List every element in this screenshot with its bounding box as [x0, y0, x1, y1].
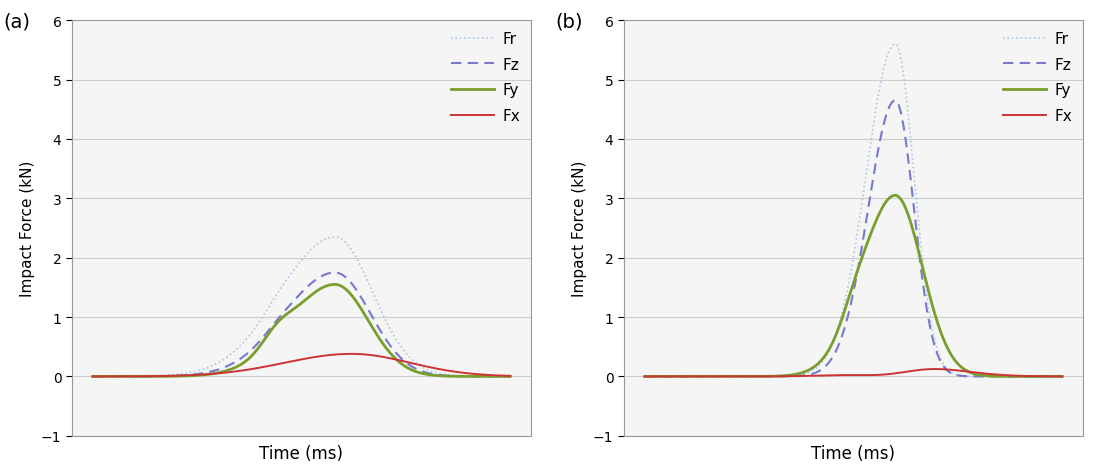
Fy	[264, 328, 278, 334]
Fx	[344, 351, 358, 357]
Fz	[496, 374, 509, 379]
Fy	[686, 374, 699, 379]
Fz	[686, 374, 699, 379]
Fz	[504, 374, 517, 379]
Fz	[889, 99, 902, 104]
Fz	[159, 374, 172, 379]
Fx	[1003, 373, 1016, 378]
Fr	[686, 374, 699, 379]
Line: Fy: Fy	[93, 285, 510, 377]
Fr	[504, 374, 517, 379]
Fz	[134, 374, 147, 379]
Y-axis label: Impact Force (kN): Impact Force (kN)	[573, 160, 587, 297]
Legend: Fr, Fz, Fy, Fx: Fr, Fz, Fy, Fx	[996, 26, 1078, 130]
Fz	[264, 325, 278, 331]
Fy	[328, 282, 341, 288]
Fy	[638, 374, 652, 379]
Line: Fx: Fx	[645, 369, 1062, 377]
Fy	[134, 374, 147, 379]
Fr	[638, 374, 652, 379]
Fy	[87, 374, 100, 379]
Fy	[889, 193, 902, 199]
Fx	[929, 367, 942, 372]
Fy	[246, 352, 259, 357]
Fr	[496, 374, 509, 379]
Fy	[451, 374, 464, 379]
Fr	[264, 301, 278, 307]
Fy	[159, 374, 172, 379]
Fx	[504, 373, 517, 379]
Y-axis label: Impact Force (kN): Impact Force (kN)	[21, 160, 35, 297]
Fy	[1055, 374, 1068, 379]
Fz	[87, 374, 100, 379]
Line: Fz: Fz	[645, 101, 1062, 377]
Fy	[799, 369, 812, 375]
Fx	[246, 366, 259, 372]
Fr	[246, 328, 259, 334]
Text: (b): (b)	[555, 13, 583, 32]
Fx	[816, 373, 829, 378]
Fy	[816, 356, 829, 362]
Fy	[1003, 374, 1016, 379]
Fr	[328, 235, 341, 240]
Fy	[711, 374, 724, 379]
Fr	[1048, 374, 1061, 379]
Fx	[638, 374, 652, 379]
Fz	[711, 374, 724, 379]
Fz	[638, 374, 652, 379]
Fx	[711, 374, 724, 379]
Fr	[159, 373, 172, 378]
Fr	[711, 374, 724, 379]
Line: Fr: Fr	[93, 238, 510, 377]
Fy	[504, 374, 517, 379]
Fr	[87, 374, 100, 379]
Fx	[87, 374, 100, 379]
Fy	[1048, 374, 1061, 379]
Legend: Fr, Fz, Fy, Fx: Fr, Fz, Fy, Fx	[444, 26, 527, 130]
Fr	[889, 42, 902, 48]
Fz	[328, 270, 341, 276]
Fx	[134, 374, 147, 379]
Fr	[451, 373, 464, 379]
X-axis label: Time (ms): Time (ms)	[812, 444, 895, 462]
Fr	[134, 374, 147, 379]
Line: Fz: Fz	[93, 273, 510, 377]
Fx	[264, 363, 278, 368]
Line: Fr: Fr	[645, 45, 1062, 377]
Fz	[1048, 374, 1061, 379]
Fz	[1055, 374, 1068, 379]
Fr	[799, 371, 812, 377]
Fx	[799, 373, 812, 379]
Fz	[816, 366, 829, 372]
Fr	[816, 358, 829, 364]
Fx	[451, 369, 464, 375]
Line: Fy: Fy	[645, 196, 1062, 377]
Fz	[246, 346, 259, 352]
Fr	[1003, 374, 1016, 379]
Fx	[496, 373, 509, 379]
Fx	[1055, 374, 1068, 379]
Fz	[1003, 374, 1016, 379]
Fx	[1048, 374, 1061, 379]
Text: (a): (a)	[3, 13, 30, 32]
X-axis label: Time (ms): Time (ms)	[260, 444, 343, 462]
Fr	[1055, 374, 1068, 379]
Fz	[799, 373, 812, 378]
Fz	[451, 374, 464, 379]
Fx	[159, 373, 172, 379]
Fx	[686, 374, 699, 379]
Line: Fx: Fx	[93, 354, 510, 377]
Fy	[496, 374, 509, 379]
